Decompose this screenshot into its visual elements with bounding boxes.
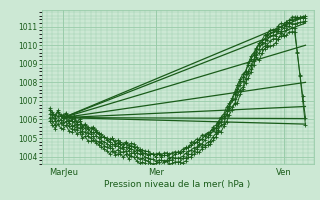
X-axis label: Pression niveau de la mer( hPa ): Pression niveau de la mer( hPa ) [104,180,251,189]
